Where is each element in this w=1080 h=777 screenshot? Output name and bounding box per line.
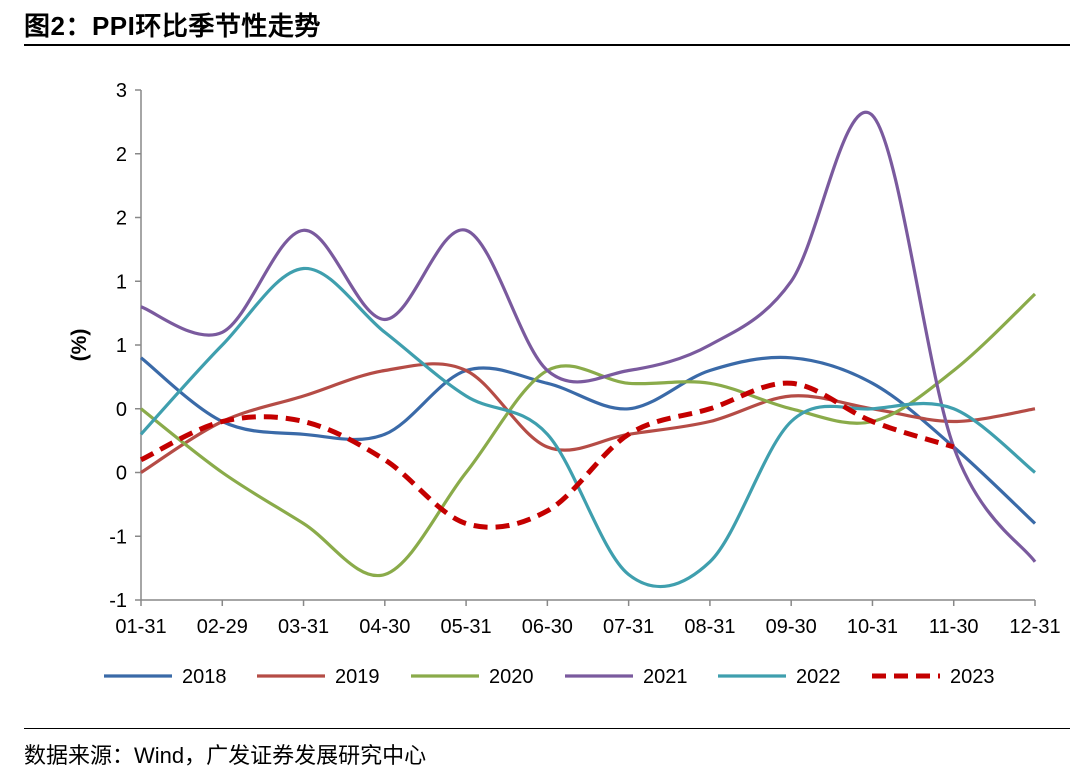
series-line-2022 [139,266,1036,589]
legend-label-2022: 2022 [796,666,841,688]
x-tick-label: 03-31 [278,616,329,638]
y-tick-label: 2 [116,144,127,166]
y-axis-label: (%) [68,329,91,362]
footer-rule [24,728,1070,729]
x-tick-label: 12-31 [1009,616,1060,638]
x-tick-label: 07-31 [603,616,654,638]
legend-label-2021: 2021 [643,666,688,688]
y-tick-label: 3 [116,80,127,102]
chart-axes: 3 2 2 1 1 0 0 -1 -1 01-31 02-29 03-31 04-30 05-31 06-3… [109,80,1060,638]
line-chart: 3 2 2 1 1 0 0 -1 -1 01-31 02-29 03-31 04-30 05-31 06-3… [68,80,1061,688]
x-tick-label: 06-30 [522,616,573,638]
legend-label-2018: 2018 [182,666,227,688]
x-tick-label: 05-31 [441,616,492,638]
y-tick-label: 1 [116,271,127,293]
source-note: 数据来源：Wind，广发证券发展研究中心 [24,743,427,768]
y-tick-label: 0 [116,399,127,421]
series-line-2018 [140,355,1037,525]
chart-series [139,110,1037,589]
y-tick-label: 1 [116,335,127,357]
series-line-2019 [140,362,1036,474]
series-line-2023 [139,380,955,530]
x-tick-label: 01-31 [115,616,166,638]
legend-label-2019: 2019 [335,666,380,688]
y-tick-label: -1 [109,590,127,612]
legend-label-2023: 2023 [950,666,995,688]
x-tick-label: 04-30 [359,616,410,638]
series-line-2020 [140,292,1037,578]
y-tick-label: 2 [116,208,127,230]
x-tick-label: 02-29 [197,616,248,638]
x-tick-label: 10-31 [847,616,898,638]
chart-legend: 2018 2019 2020 2021 2022 2023 [104,666,995,688]
title-rule [24,44,1070,46]
x-tick-label: 09-30 [766,616,817,638]
chart-title: 图2：PPI环比季节性走势 [24,11,321,41]
x-tick-label: 11-30 [929,616,979,638]
y-axis-label-group: (%) [68,329,91,362]
series-line-2021 [140,110,1037,563]
y-tick-label: -1 [109,526,127,548]
y-tick-label: 0 [116,463,127,485]
x-tick-label: 08-31 [684,616,735,638]
legend-label-2020: 2020 [489,666,534,688]
